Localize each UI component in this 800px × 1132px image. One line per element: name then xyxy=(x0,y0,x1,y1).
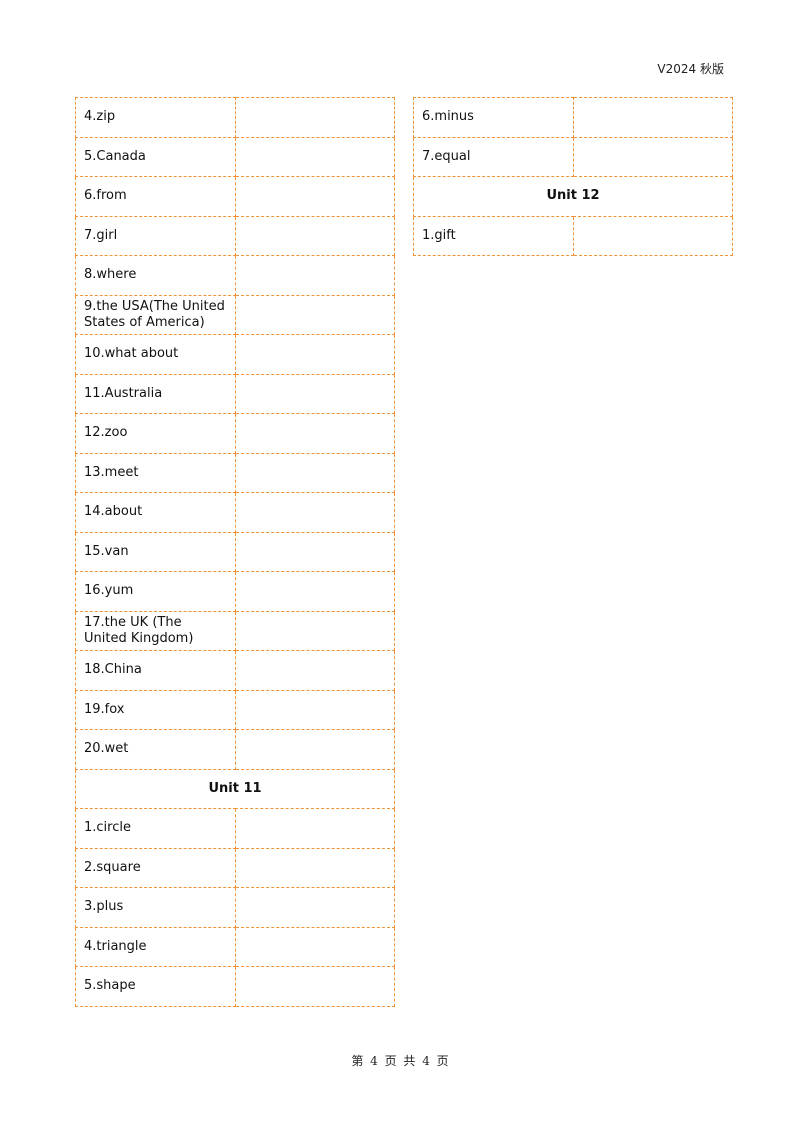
vocab-word: 1.gift xyxy=(413,215,574,256)
vocab-row: 7.equal xyxy=(413,136,733,177)
vocab-word: 5.shape xyxy=(75,966,236,1007)
vocab-table-left-body: 4.zip 5.Canada 6.from 7.girl 8.where 9.the US… xyxy=(75,97,395,1007)
vocab-row: 5.shape xyxy=(75,966,395,1007)
vocab-row: 7.girl xyxy=(75,215,395,256)
vocab-word: 4.zip xyxy=(75,97,236,138)
translation-blank xyxy=(235,334,395,375)
vocab-word: 2.square xyxy=(75,847,236,888)
translation-blank xyxy=(573,97,733,138)
translation-blank xyxy=(235,966,395,1007)
vocab-row: 13.meet xyxy=(75,452,395,493)
translation-blank xyxy=(235,255,395,296)
translation-blank xyxy=(235,887,395,928)
vocab-word: 6.from xyxy=(75,176,236,217)
translation-blank xyxy=(235,926,395,967)
translation-blank xyxy=(573,215,733,256)
vocab-row: 3.plus xyxy=(75,887,395,928)
vocab-word: 12.zoo xyxy=(75,413,236,454)
translation-blank xyxy=(235,571,395,612)
vocab-row: 4.zip xyxy=(75,97,395,138)
vocab-word: 1.circle xyxy=(75,808,236,849)
vocab-table-left: 4.zip 5.Canada 6.from 7.girl 8.where 9.the US… xyxy=(75,97,395,1007)
vocab-word: 10.what about xyxy=(75,334,236,375)
translation-blank xyxy=(573,136,733,177)
vocab-word: 14.about xyxy=(75,492,236,533)
unit-heading-row: Unit 12 xyxy=(413,176,733,217)
page-footer: 第 4 页 共 4 页 xyxy=(351,1054,449,1068)
translation-blank xyxy=(235,373,395,414)
translation-blank xyxy=(235,136,395,177)
translation-blank xyxy=(235,808,395,849)
vocab-row: 6.from xyxy=(75,176,395,217)
version-label: V2024 秋版 xyxy=(657,62,724,76)
vocab-word: 9.the USA(The United States of America) xyxy=(75,294,236,335)
translation-blank xyxy=(235,689,395,730)
vocab-table-right-body: 6.minus 7.equal Unit 12 1.gift xyxy=(413,97,733,256)
translation-blank xyxy=(235,531,395,572)
translation-blank xyxy=(235,452,395,493)
vocab-word: 7.equal xyxy=(413,136,574,177)
vocab-row: 15.van xyxy=(75,531,395,572)
vocab-row: 16.yum xyxy=(75,571,395,612)
vocab-row: 4.triangle xyxy=(75,926,395,967)
vocab-word: 4.triangle xyxy=(75,926,236,967)
vocab-word: 5.Canada xyxy=(75,136,236,177)
translation-blank xyxy=(235,294,395,335)
vocab-word: 16.yum xyxy=(75,571,236,612)
unit-heading: Unit 11 xyxy=(75,768,395,809)
translation-blank xyxy=(235,729,395,770)
vocab-row: 1.gift xyxy=(413,215,733,256)
vocab-row: 17.the UK (The United Kingdom) xyxy=(75,610,395,651)
vocab-word: 3.plus xyxy=(75,887,236,928)
vocab-word: 17.the UK (The United Kingdom) xyxy=(75,610,236,651)
vocab-word: 13.meet xyxy=(75,452,236,493)
translation-blank xyxy=(235,492,395,533)
vocab-row: 5.Canada xyxy=(75,136,395,177)
vocab-row: 14.about xyxy=(75,492,395,533)
vocab-row: 1.circle xyxy=(75,808,395,849)
translation-blank xyxy=(235,610,395,651)
vocab-word: 18.China xyxy=(75,650,236,691)
translation-blank xyxy=(235,650,395,691)
vocab-row: 18.China xyxy=(75,650,395,691)
vocab-row: 10.what about xyxy=(75,334,395,375)
unit-heading: Unit 12 xyxy=(413,176,733,217)
translation-blank xyxy=(235,413,395,454)
unit-heading-row: Unit 11 xyxy=(75,768,395,809)
vocab-word: 7.girl xyxy=(75,215,236,256)
vocab-row: 9.the USA(The United States of America) xyxy=(75,294,395,335)
vocab-word: 6.minus xyxy=(413,97,574,138)
vocab-word: 15.van xyxy=(75,531,236,572)
vocab-word: 20.wet xyxy=(75,729,236,770)
vocab-row: 2.square xyxy=(75,847,395,888)
translation-blank xyxy=(235,176,395,217)
vocab-word: 19.fox xyxy=(75,689,236,730)
vocab-row: 19.fox xyxy=(75,689,395,730)
translation-blank xyxy=(235,215,395,256)
vocab-row: 8.where xyxy=(75,255,395,296)
translation-blank xyxy=(235,847,395,888)
translation-blank xyxy=(235,97,395,138)
vocab-word: 11.Australia xyxy=(75,373,236,414)
vocab-table-right: 6.minus 7.equal Unit 12 1.gift xyxy=(413,97,733,256)
vocab-row: 12.zoo xyxy=(75,413,395,454)
vocab-word: 8.where xyxy=(75,255,236,296)
vocab-row: 11.Australia xyxy=(75,373,395,414)
vocab-row: 6.minus xyxy=(413,97,733,138)
vocab-row: 20.wet xyxy=(75,729,395,770)
